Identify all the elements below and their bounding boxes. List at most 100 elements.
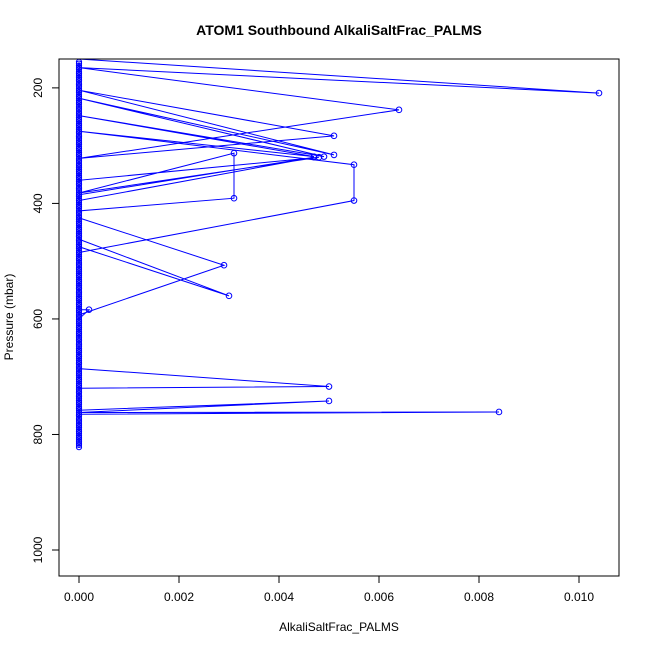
baseline-point	[75, 420, 83, 428]
baseline-point	[75, 193, 83, 200]
baseline-point	[75, 253, 83, 260]
baseline-point	[75, 366, 83, 373]
baseline-point	[75, 80, 83, 87]
baseline-point	[75, 407, 83, 414]
baseline-point	[75, 214, 83, 221]
baseline-point	[75, 216, 83, 223]
baseline-point	[75, 166, 83, 174]
baseline-point	[75, 213, 83, 220]
baseline-point	[75, 266, 83, 273]
baseline-point	[75, 178, 83, 185]
baseline-point	[75, 208, 83, 216]
x-axis: 0.000 0.002 0.004 0.006 0.008 0.010	[64, 575, 594, 604]
baseline-point	[75, 176, 83, 183]
data-point	[325, 397, 333, 405]
baseline-point	[75, 345, 83, 353]
data-point	[315, 153, 323, 161]
baseline-point	[75, 199, 83, 206]
baseline-point	[75, 374, 83, 381]
baseline-point	[75, 424, 83, 431]
baseline-point	[75, 156, 83, 164]
baseline-point	[75, 224, 83, 231]
data-point	[230, 149, 238, 157]
baseline-point	[75, 145, 83, 152]
baseline-point	[75, 237, 83, 245]
baseline-point	[75, 301, 83, 308]
baseline-point	[75, 334, 83, 341]
y-axis-label: Pressure (mbar)	[2, 274, 16, 361]
baseline-point	[75, 126, 83, 133]
baseline-point	[75, 393, 83, 401]
baseline-point	[75, 441, 83, 448]
baseline-point	[75, 307, 83, 314]
baseline-point	[75, 440, 83, 447]
baseline-point	[75, 330, 83, 337]
baseline-point	[75, 368, 83, 376]
baseline-point	[75, 162, 83, 169]
baseline-point	[75, 149, 83, 156]
data-point	[595, 89, 603, 97]
data-point	[310, 153, 318, 161]
baseline-point	[75, 122, 83, 129]
data-point	[320, 153, 328, 160]
baseline-point	[75, 226, 83, 233]
baseline-point	[75, 116, 83, 123]
baseline-point	[75, 129, 83, 137]
baseline-point	[75, 168, 83, 175]
baseline-point	[75, 397, 83, 405]
data-point	[495, 408, 503, 416]
baseline-point	[75, 99, 83, 106]
baseline-point	[75, 355, 83, 362]
baseline-point	[75, 291, 83, 298]
baseline-point	[75, 189, 83, 197]
x-axis-label: AlkaliSaltFrac_PALMS	[279, 620, 399, 634]
baseline-point	[75, 161, 83, 168]
baseline-point	[75, 256, 83, 264]
baseline-point	[75, 395, 83, 402]
baseline-point	[75, 132, 83, 139]
baseline-point	[75, 70, 83, 77]
baseline-point	[75, 422, 83, 429]
baseline-point	[75, 72, 83, 79]
baseline-point	[75, 403, 83, 410]
baseline-point	[75, 110, 83, 117]
baseline-point	[75, 382, 83, 389]
y-tick-label: 1000	[31, 536, 45, 563]
baseline-point	[75, 316, 83, 324]
baseline-point	[75, 418, 83, 425]
baseline-point	[75, 364, 83, 372]
data-point	[230, 194, 238, 202]
baseline-point	[75, 312, 83, 320]
x-tick-label: 0.004	[264, 590, 294, 604]
baseline-point	[75, 399, 83, 406]
baseline-point	[75, 197, 83, 204]
data-point	[350, 197, 358, 204]
x-tick-label: 0.002	[164, 590, 194, 604]
baseline-point	[75, 207, 83, 214]
baseline-point	[75, 218, 83, 225]
baseline-point	[75, 120, 83, 127]
baseline-point	[75, 112, 83, 119]
baseline-point	[75, 105, 83, 112]
baseline-point	[75, 251, 83, 258]
baseline-point	[75, 97, 83, 104]
baseline-point	[75, 295, 83, 302]
baseline-point	[75, 181, 83, 189]
baseline-point	[75, 274, 83, 281]
baseline-point	[75, 380, 83, 387]
baseline-point	[75, 236, 83, 243]
baseline-point	[75, 357, 83, 364]
y-tick-label: 200	[31, 78, 45, 98]
baseline-point	[75, 297, 83, 304]
baseline-point	[75, 314, 83, 321]
baseline-point	[75, 326, 83, 333]
baseline-point	[75, 438, 83, 445]
baseline-point	[75, 106, 83, 113]
baseline-point	[75, 305, 83, 312]
baseline-point	[75, 430, 83, 437]
baseline-point	[75, 232, 83, 239]
baseline-point	[75, 220, 83, 227]
baseline-point	[75, 363, 83, 370]
baseline-point	[75, 222, 83, 229]
baseline-point	[75, 152, 83, 160]
